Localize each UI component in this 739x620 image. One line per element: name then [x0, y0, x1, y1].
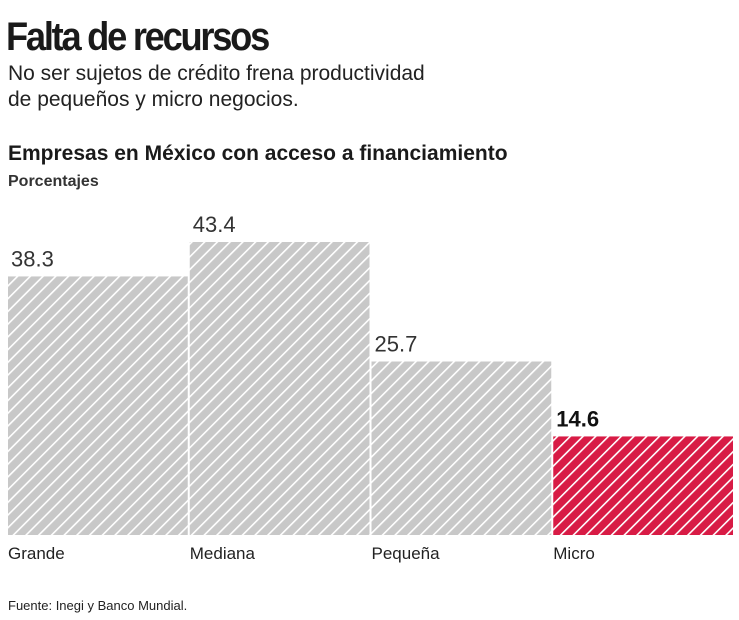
x-tick-label: Mediana: [190, 544, 256, 563]
value-label: 43.4: [193, 212, 236, 237]
unit-label: Porcentajes: [8, 173, 99, 190]
x-tick-label: Pequeña: [372, 544, 441, 563]
subtitle: No ser sujetos de crédito frena producti…: [8, 62, 425, 85]
bar: [553, 436, 733, 535]
value-label: 14.6: [556, 406, 599, 431]
x-tick-label: Grande: [8, 544, 65, 563]
subtitle: de pequeños y micro negocios.: [8, 88, 299, 111]
source: Fuente: Inegi y Banco Mundial.: [8, 598, 187, 613]
bar: [189, 242, 370, 535]
bar: [8, 276, 188, 535]
value-label: 25.7: [375, 331, 418, 356]
chart-title: Falta de recursos: [6, 15, 269, 59]
x-tick-label: Micro: [553, 544, 595, 563]
chart-heading: Empresas en México con acceso a financia…: [8, 142, 508, 165]
bar: [371, 361, 552, 535]
value-label: 38.3: [11, 246, 54, 271]
